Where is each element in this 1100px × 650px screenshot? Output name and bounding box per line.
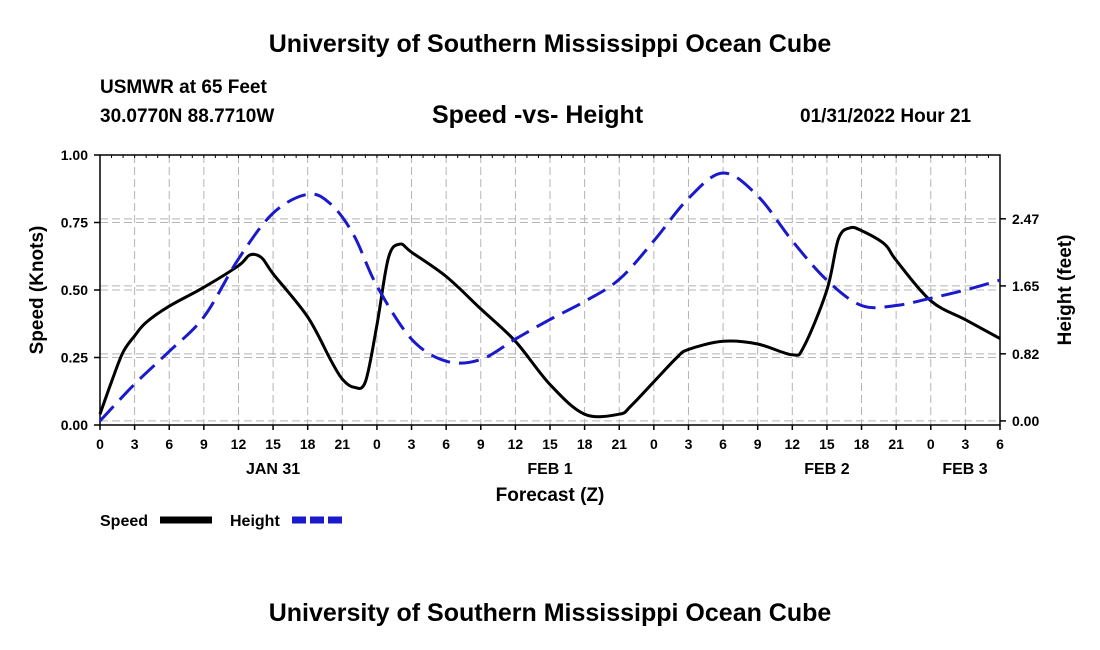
x-tick-label: 3	[961, 436, 969, 452]
x-tick-label: 18	[854, 436, 870, 452]
date-label: FEB 2	[804, 461, 849, 478]
x-tick-label: 0	[96, 436, 104, 452]
x-tick-label: 6	[719, 436, 727, 452]
legend: Speed Height	[100, 513, 344, 530]
station-coordinates: 30.0770N 88.7710W	[100, 106, 275, 127]
x-tick-label: 21	[335, 436, 351, 452]
x-tick-label: 0	[650, 436, 658, 452]
x-tick-label: 0	[373, 436, 381, 452]
x-tick-label: 15	[265, 436, 281, 452]
y-right-tick-label: 2.47	[1012, 211, 1039, 227]
y-left-tick-label: 0.75	[61, 215, 88, 231]
y-right-tick-label: 0.00	[1012, 413, 1039, 429]
y-left-tick-label: 0.00	[61, 417, 88, 433]
date-label: FEB 1	[527, 461, 572, 478]
label-layer: 0 3 6 9 12 15 18 21 0 3 6 9 12 15 18 21 0 3 6 9 12 15 18 21 0 3 60…	[27, 147, 1076, 506]
x-axis-title: Forecast (Z)	[496, 485, 605, 506]
date-label: FEB 3	[942, 461, 987, 478]
y-right-tick-label: 1.65	[1012, 278, 1039, 294]
chart-title: Speed -vs- Height	[432, 101, 644, 129]
x-tick-label: 6	[996, 436, 1004, 452]
x-tick-label: 21	[888, 436, 904, 452]
forecast-datetime: 01/31/2022 Hour 21	[800, 106, 972, 127]
x-tick-label: 15	[542, 436, 558, 452]
x-tick-label: 9	[477, 436, 485, 452]
x-tick-label: 18	[577, 436, 593, 452]
date-label: JAN 31	[246, 461, 300, 478]
page-title-top: University of Southern Mississippi Ocean…	[268, 30, 832, 58]
x-tick-label: 9	[200, 436, 208, 452]
height-series-line	[98, 171, 1001, 422]
x-tick-label: 3	[408, 436, 416, 452]
x-tick-label: 0	[927, 436, 935, 452]
x-tick-label: 15	[819, 436, 835, 452]
page-title-bottom: University of Southern Mississippi Ocean…	[268, 599, 832, 627]
speed-series-line	[98, 225, 1001, 419]
y-left-axis-title: Speed (Knots)	[27, 226, 48, 355]
x-tick-label: 12	[785, 436, 801, 452]
y-left-tick-label: 1.00	[61, 147, 88, 163]
station-name: USMWR at 65 Feet	[100, 77, 267, 98]
legend-height-label: Height	[230, 513, 280, 530]
x-tick-label: 12	[231, 436, 247, 452]
series-layer	[98, 171, 1001, 422]
y-left-tick-label: 0.25	[61, 350, 88, 366]
x-tick-label: 12	[508, 436, 524, 452]
y-right-tick-label: 0.82	[1012, 346, 1039, 362]
y-left-tick-label: 0.50	[61, 282, 88, 298]
x-tick-label: 18	[300, 436, 316, 452]
x-tick-label: 9	[754, 436, 762, 452]
x-tick-label: 6	[442, 436, 450, 452]
x-tick-label: 3	[131, 436, 139, 452]
grid-layer	[100, 155, 1000, 425]
y-right-axis-title: Height (feet)	[1055, 235, 1076, 346]
tick-layer	[94, 154, 1006, 430]
x-tick-label: 3	[685, 436, 693, 452]
x-tick-label: 6	[165, 436, 173, 452]
legend-speed-label: Speed	[100, 513, 148, 530]
x-tick-label: 21	[611, 436, 627, 452]
